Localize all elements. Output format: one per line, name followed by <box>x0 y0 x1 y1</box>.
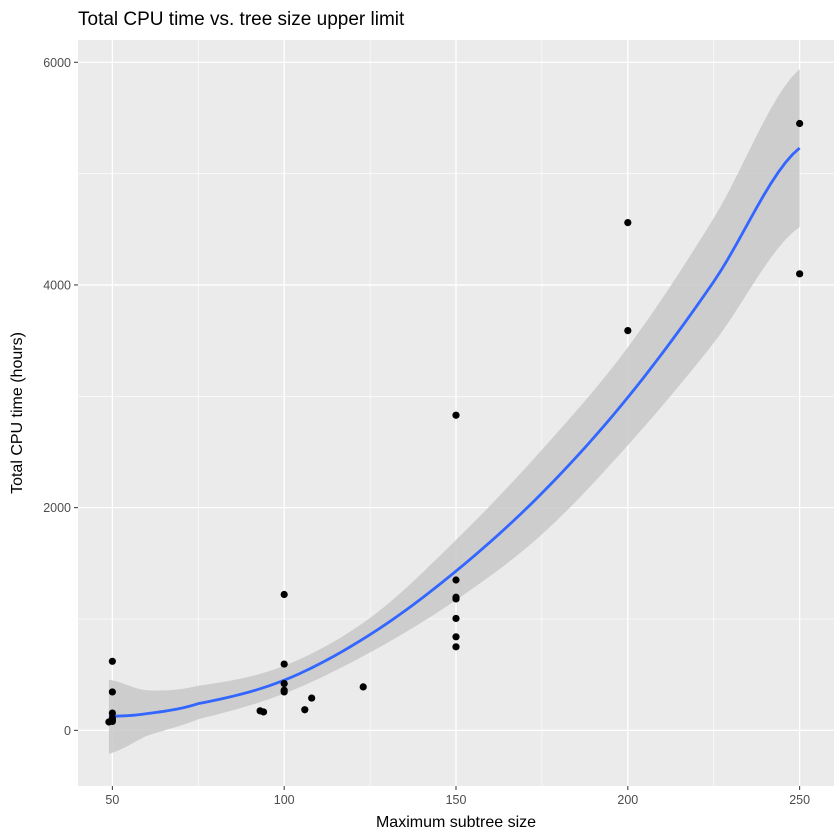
data-point <box>108 709 116 717</box>
data-point <box>796 119 804 128</box>
data-points <box>105 119 804 726</box>
data-point <box>280 679 288 688</box>
data-point <box>308 694 316 702</box>
y-axis-title: Total CPU time (hours) <box>9 332 26 494</box>
data-point <box>259 708 268 716</box>
data-point <box>280 686 288 694</box>
fit-line-group <box>108 146 801 718</box>
data-point <box>301 706 309 714</box>
data-point <box>796 270 804 278</box>
x-tick-label: 250 <box>789 793 810 807</box>
chart-title: Total CPU time vs. tree size upper limit <box>78 9 405 30</box>
data-point <box>452 643 460 651</box>
data-point <box>452 593 460 601</box>
y-tick-label: 2000 <box>43 501 71 515</box>
x-tick-label: 100 <box>274 793 295 807</box>
data-point <box>452 614 460 623</box>
data-point <box>108 688 116 696</box>
data-point <box>359 683 367 691</box>
x-axis-title: Maximum subtree size <box>376 814 536 831</box>
data-point <box>452 411 460 419</box>
data-point <box>108 714 116 722</box>
x-tick-label: 150 <box>446 793 467 807</box>
data-point <box>280 660 288 668</box>
x-tick-label: 200 <box>617 793 638 807</box>
y-tick-label: 6000 <box>43 56 71 70</box>
data-point <box>452 633 460 641</box>
fit-line <box>108 146 801 718</box>
y-tick-label: 0 <box>64 724 71 738</box>
x-tick-label: 50 <box>105 793 119 807</box>
axis-ticks: 50 100 150 200 250 0 2000 4000 6000 <box>43 56 810 807</box>
data-point <box>108 657 116 665</box>
data-point <box>452 576 460 584</box>
data-point <box>624 219 632 227</box>
data-point <box>624 327 632 335</box>
data-point <box>280 590 288 599</box>
y-tick-label: 4000 <box>43 278 71 292</box>
